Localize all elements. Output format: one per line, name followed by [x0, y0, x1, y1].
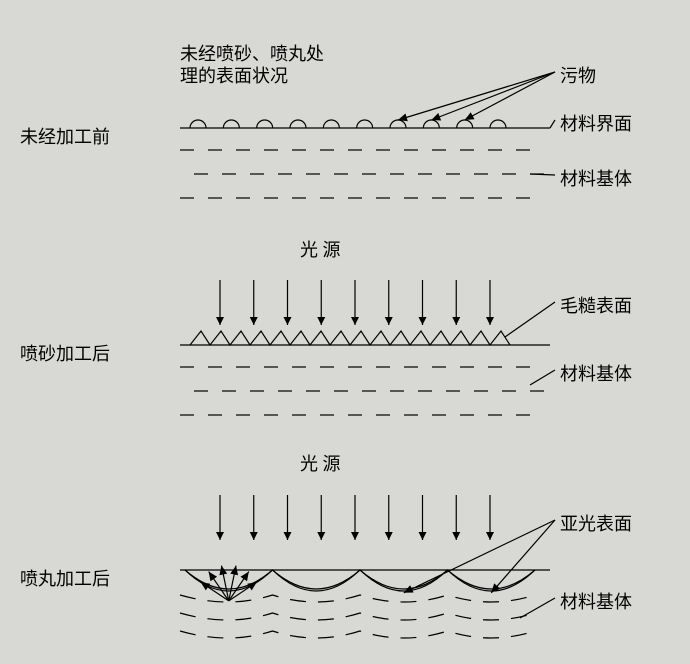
p3-light-label: 光 源 [300, 450, 341, 476]
p3-callout-matte: 亚光表面 [560, 510, 632, 536]
p2-light-label: 光 源 [300, 236, 341, 262]
p1-title-line2: 理的表面状况 [180, 62, 288, 88]
p2-row-label: 喷砂加工后 [20, 340, 110, 366]
p3-callout-substrate: 材料基体 [560, 588, 632, 614]
p2-callout-substrate: 材料基体 [560, 360, 632, 386]
p1-callout-interface: 材料界面 [560, 110, 632, 136]
p1-callout-contaminant: 污物 [560, 62, 596, 88]
p3-row-label: 喷丸加工后 [20, 565, 110, 591]
p1-row-label: 未经加工前 [20, 123, 110, 149]
p1-callout-substrate: 材料基体 [560, 165, 632, 191]
diagram-canvas: 未经喷砂、喷丸处理的表面状况未经加工前污物材料界面材料基体光 源喷砂加工后毛糙表… [0, 0, 690, 664]
p2-callout-rough: 毛糙表面 [560, 292, 632, 318]
